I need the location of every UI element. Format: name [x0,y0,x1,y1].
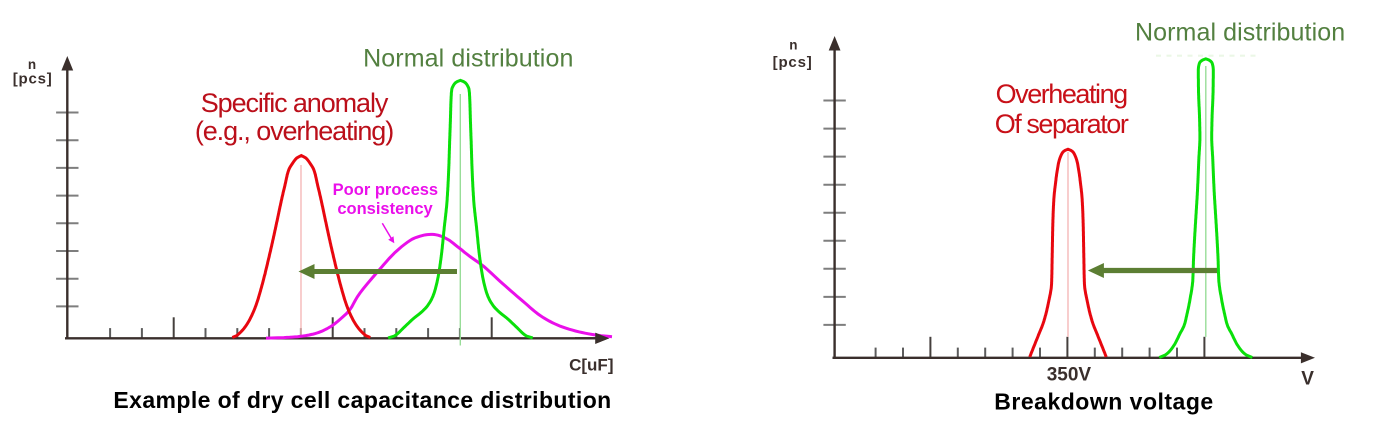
svg-text:Example of dry cell capacitanc: Example of dry cell capacitance distribu… [113,387,611,413]
svg-text:consistency: consistency [337,200,433,218]
svg-text:(e.g., overheating): (e.g., overheating) [195,116,393,146]
svg-text:n: n [789,38,797,53]
svg-text:n: n [28,57,36,72]
svg-text:Overheating: Overheating [996,79,1128,109]
svg-text:350V: 350V [1047,365,1092,386]
svg-text:Of separator: Of separator [995,109,1129,139]
svg-text:[pcs]: [pcs] [13,71,53,88]
svg-text:Normal distribution: Normal distribution [363,45,573,73]
svg-text:C[uF]: C[uF] [569,356,613,375]
svg-text:V: V [1301,368,1314,389]
svg-text:Normal distribution: Normal distribution [1135,19,1345,47]
svg-text:Poor process: Poor process [333,181,438,199]
svg-text:Specific anomaly: Specific anomaly [201,88,389,118]
svg-text:Breakdown voltage: Breakdown voltage [994,389,1213,415]
svg-text:[pcs]: [pcs] [773,54,813,71]
